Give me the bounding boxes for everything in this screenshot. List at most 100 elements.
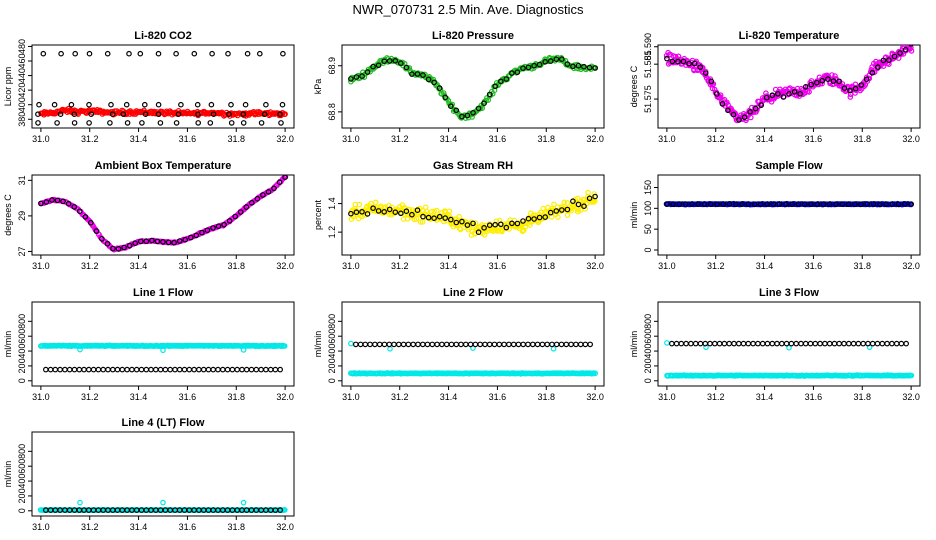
data-point xyxy=(732,201,739,208)
data-point xyxy=(735,340,742,347)
y-axis-label: degrees C xyxy=(3,194,13,236)
data-points xyxy=(37,342,288,373)
data-point xyxy=(248,366,255,373)
data-point xyxy=(526,222,533,229)
data-point xyxy=(908,48,915,54)
chart-panel-5: Gas Stream RH percent 31.0 31.2 31.4 31.6 31.8… xyxy=(313,160,605,271)
y-tick-label: 50 xyxy=(643,224,653,234)
data-point xyxy=(391,341,397,348)
x-tick-label: 31.4 xyxy=(440,134,458,144)
data-point xyxy=(869,70,876,76)
y-axis-label: ml/min xyxy=(3,461,13,488)
data-point xyxy=(232,213,239,220)
data-point xyxy=(503,76,510,82)
x-tick-label: 31.2 xyxy=(707,392,725,402)
y-tick-label: 600 xyxy=(327,329,337,344)
data-point xyxy=(549,341,555,348)
data-point xyxy=(525,215,532,222)
data-point xyxy=(364,211,371,217)
data-point xyxy=(863,76,870,83)
data-point xyxy=(120,111,127,118)
data-point xyxy=(157,366,164,373)
data-point xyxy=(138,366,145,373)
data-point xyxy=(697,64,704,70)
x-tick-label: 31.4 xyxy=(756,392,774,402)
data-point xyxy=(553,56,560,63)
x-tick-label: 32.0 xyxy=(902,392,920,402)
data-point xyxy=(47,366,54,373)
plot-frame xyxy=(31,44,295,129)
y-tick-label: 800 xyxy=(17,314,27,329)
data-point xyxy=(836,78,842,85)
data-point xyxy=(282,175,288,180)
data-point xyxy=(730,111,737,118)
data-point xyxy=(372,199,379,206)
x-tick-label: 31.2 xyxy=(707,261,725,271)
data-point xyxy=(708,78,715,85)
data-point xyxy=(249,199,255,206)
x-tick-label: 31.6 xyxy=(179,522,197,532)
x-tick-label: 31.6 xyxy=(489,261,507,271)
data-point xyxy=(439,341,445,348)
data-point xyxy=(531,62,537,69)
data-point xyxy=(745,340,752,347)
data-point xyxy=(780,94,787,100)
data-point xyxy=(807,340,814,347)
data-point xyxy=(563,341,570,348)
data-point xyxy=(281,343,288,349)
data-point xyxy=(123,101,130,108)
data-point xyxy=(812,340,819,347)
x-tick-label: 31.0 xyxy=(342,261,360,271)
data-point xyxy=(195,120,202,126)
data-point xyxy=(462,341,469,348)
x-tick-label: 31.2 xyxy=(391,134,409,144)
x-tick-label: 31.6 xyxy=(489,392,507,402)
chart-panel-7: Line 1 Flow ml/min 31.0 31.2 31.4 31.6 31.8 32.… xyxy=(3,287,295,402)
data-point xyxy=(539,341,546,348)
data-point xyxy=(670,201,676,208)
data-point xyxy=(475,105,482,112)
data-point xyxy=(57,366,63,373)
data-point xyxy=(368,200,374,207)
plot-frame xyxy=(341,174,605,256)
data-point xyxy=(716,340,723,347)
y-tick-label: 800 xyxy=(17,444,27,459)
data-point xyxy=(279,101,286,108)
y-tick-label: 0 xyxy=(327,378,337,383)
data-point xyxy=(575,207,582,213)
data-point xyxy=(138,238,144,245)
y-tick-label: 51.575 xyxy=(643,85,653,113)
data-point xyxy=(783,340,790,347)
data-point xyxy=(503,224,510,231)
chart-panel-4: Ambient Box Temperature degrees C 31.0 31.2… xyxy=(3,160,295,271)
data-point xyxy=(720,201,727,207)
data-point xyxy=(841,85,848,92)
data-point xyxy=(757,201,764,208)
data-point xyxy=(564,200,571,206)
data-point xyxy=(129,366,135,373)
data-point xyxy=(714,201,720,208)
data-point xyxy=(477,341,484,348)
data-point xyxy=(82,214,89,220)
data-point xyxy=(36,101,42,108)
data-point xyxy=(86,120,92,126)
data-point xyxy=(669,58,676,65)
data-point xyxy=(348,340,354,347)
data-point xyxy=(764,201,770,207)
data-point xyxy=(822,340,828,347)
x-tick-label: 31.8 xyxy=(228,522,246,532)
data-point xyxy=(381,58,388,65)
data-point xyxy=(228,101,234,108)
data-point xyxy=(86,366,92,373)
data-point xyxy=(210,225,216,231)
y-tick-label: 480 xyxy=(17,39,27,54)
data-point xyxy=(794,85,801,92)
data-point xyxy=(547,55,554,62)
data-point xyxy=(725,107,731,114)
data-point xyxy=(86,50,93,57)
data-point xyxy=(353,209,360,216)
y-tick-label: 800 xyxy=(643,314,653,329)
data-point xyxy=(104,50,111,57)
data-point xyxy=(501,341,507,348)
data-point xyxy=(367,341,373,348)
